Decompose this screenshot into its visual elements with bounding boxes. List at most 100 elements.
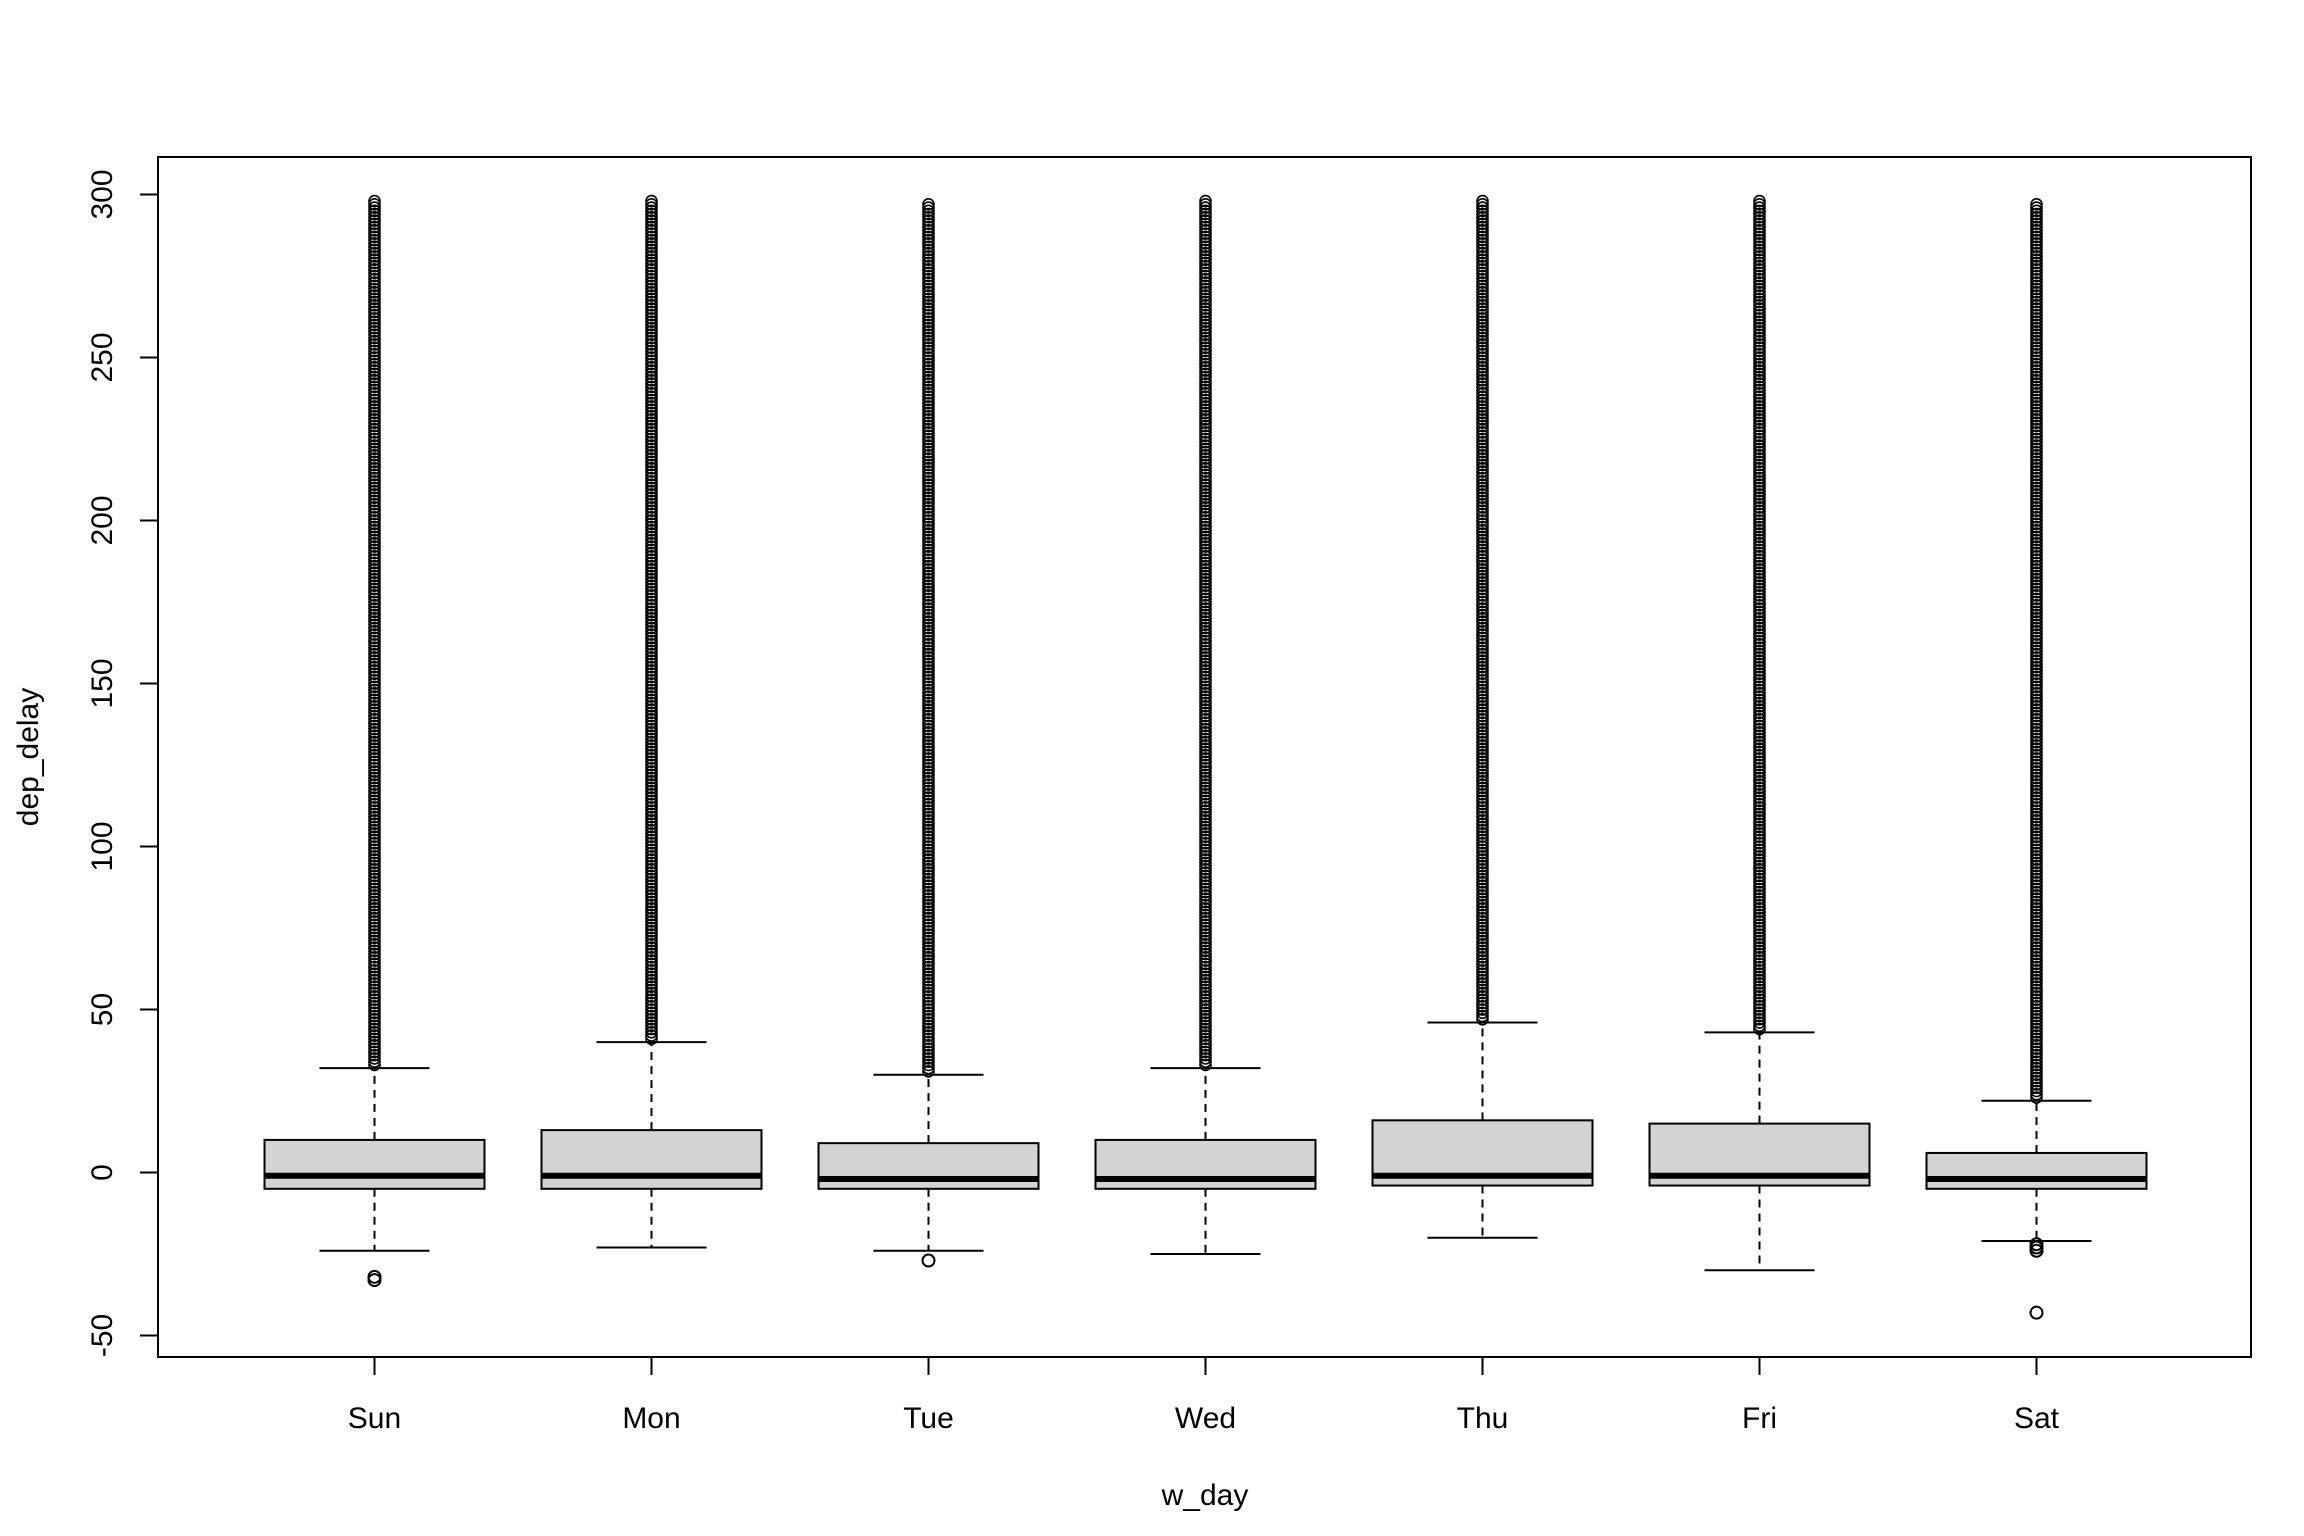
outlier-point — [368, 709, 381, 723]
outlier-point — [2030, 563, 2043, 576]
outlier-point — [1199, 263, 1212, 276]
outlier-point — [1476, 879, 1489, 892]
outlier-point — [2030, 589, 2043, 602]
outlier-point — [1476, 439, 1489, 452]
outlier-point — [645, 344, 658, 358]
outlier-point — [368, 497, 381, 511]
outlier-point — [1199, 625, 1212, 638]
outlier-point — [645, 279, 658, 293]
outlier-point — [2030, 863, 2043, 876]
outlier-point — [922, 334, 935, 348]
outlier-point — [922, 1012, 935, 1026]
outlier-point — [1199, 973, 1212, 987]
outlier-point — [645, 739, 658, 752]
outlier-point — [368, 869, 381, 883]
outlier-point — [1476, 823, 1489, 837]
outlier-point — [368, 651, 381, 664]
outlier-point — [645, 732, 658, 746]
outlier-point — [1753, 791, 1766, 804]
outlier-point — [2030, 774, 2043, 788]
outlier-point — [1199, 204, 1212, 218]
outlier-point — [645, 680, 658, 694]
outlier-point — [1199, 924, 1212, 938]
outlier-point — [1476, 843, 1489, 857]
outlier-point — [1199, 651, 1212, 664]
outlier-point — [1476, 872, 1489, 886]
outlier-point — [2030, 690, 2043, 703]
outlier-point — [1199, 742, 1212, 756]
outlier-point — [2030, 1052, 2043, 1065]
outlier-point — [368, 501, 381, 514]
outlier-point — [1753, 318, 1766, 332]
outlier-point — [922, 657, 935, 671]
outlier-point — [1199, 471, 1212, 485]
outlier-point — [2030, 380, 2043, 394]
outlier-point — [1753, 559, 1766, 573]
outlier-point — [368, 240, 381, 253]
outlier-point — [1199, 735, 1212, 749]
outlier-point — [922, 197, 935, 211]
outlier-point — [1199, 836, 1212, 850]
outlier-point — [1476, 915, 1489, 928]
outlier-point — [922, 625, 935, 638]
outlier-point — [2030, 419, 2043, 433]
outlier-point — [368, 510, 381, 524]
outlier-point — [1753, 230, 1766, 244]
outlier-point — [922, 895, 935, 909]
outlier-point — [2030, 696, 2043, 710]
outlier-point — [2030, 240, 2043, 253]
outlier-point — [1476, 448, 1489, 462]
outlier-point — [2030, 289, 2043, 302]
outlier-point — [1199, 325, 1212, 338]
outlier-point — [1199, 331, 1212, 345]
outlier-point — [368, 540, 381, 553]
outlier-point — [1476, 788, 1489, 801]
outlier-point — [1199, 892, 1212, 905]
outlier-point — [368, 951, 381, 964]
outlier-point — [1199, 739, 1212, 752]
outlier-point — [368, 413, 381, 426]
outlier-point — [922, 843, 935, 857]
outlier-point — [1753, 915, 1766, 928]
outlier-point — [922, 794, 935, 808]
outlier-point — [1199, 1009, 1212, 1023]
outlier-point — [1476, 550, 1489, 563]
box-thu — [1371, 194, 1594, 1239]
outlier-point — [645, 439, 658, 452]
outlier-point — [922, 432, 935, 446]
outlier-point — [922, 422, 935, 436]
outlier-point — [1753, 778, 1766, 791]
outlier-point — [2030, 973, 2043, 987]
outlier-point — [2030, 295, 2043, 309]
outlier-point — [1753, 967, 1766, 980]
outlier-point — [645, 478, 658, 491]
outlier-point — [1476, 572, 1489, 586]
outlier-point — [368, 321, 381, 335]
outlier-point — [1753, 918, 1766, 932]
outlier-point — [1199, 276, 1212, 289]
outlier-point — [922, 435, 935, 449]
outlier-point — [1476, 318, 1489, 332]
box-tue — [817, 197, 1040, 1268]
outlier-point — [368, 641, 381, 654]
outlier-point — [1753, 683, 1766, 697]
outlier-point — [1199, 996, 1212, 1010]
outlier-point — [1476, 592, 1489, 606]
outlier-point — [922, 719, 935, 733]
outlier-point — [368, 664, 381, 677]
outlier-point — [368, 563, 381, 576]
outlier-point — [1199, 312, 1212, 325]
outlier-point — [1753, 605, 1766, 619]
outlier-point — [2030, 657, 2043, 671]
outlier-point — [368, 911, 381, 925]
outlier-point — [2030, 1039, 2043, 1052]
outlier-point — [1753, 494, 1766, 508]
outlier-point — [2030, 276, 2043, 289]
outlier-point — [367, 1269, 382, 1284]
outlier-point — [2030, 735, 2043, 749]
outlier-point — [1753, 719, 1766, 733]
outlier-point — [645, 947, 658, 961]
outlier-point — [645, 664, 658, 677]
outlier-point — [368, 768, 381, 782]
outlier-point — [922, 259, 935, 273]
